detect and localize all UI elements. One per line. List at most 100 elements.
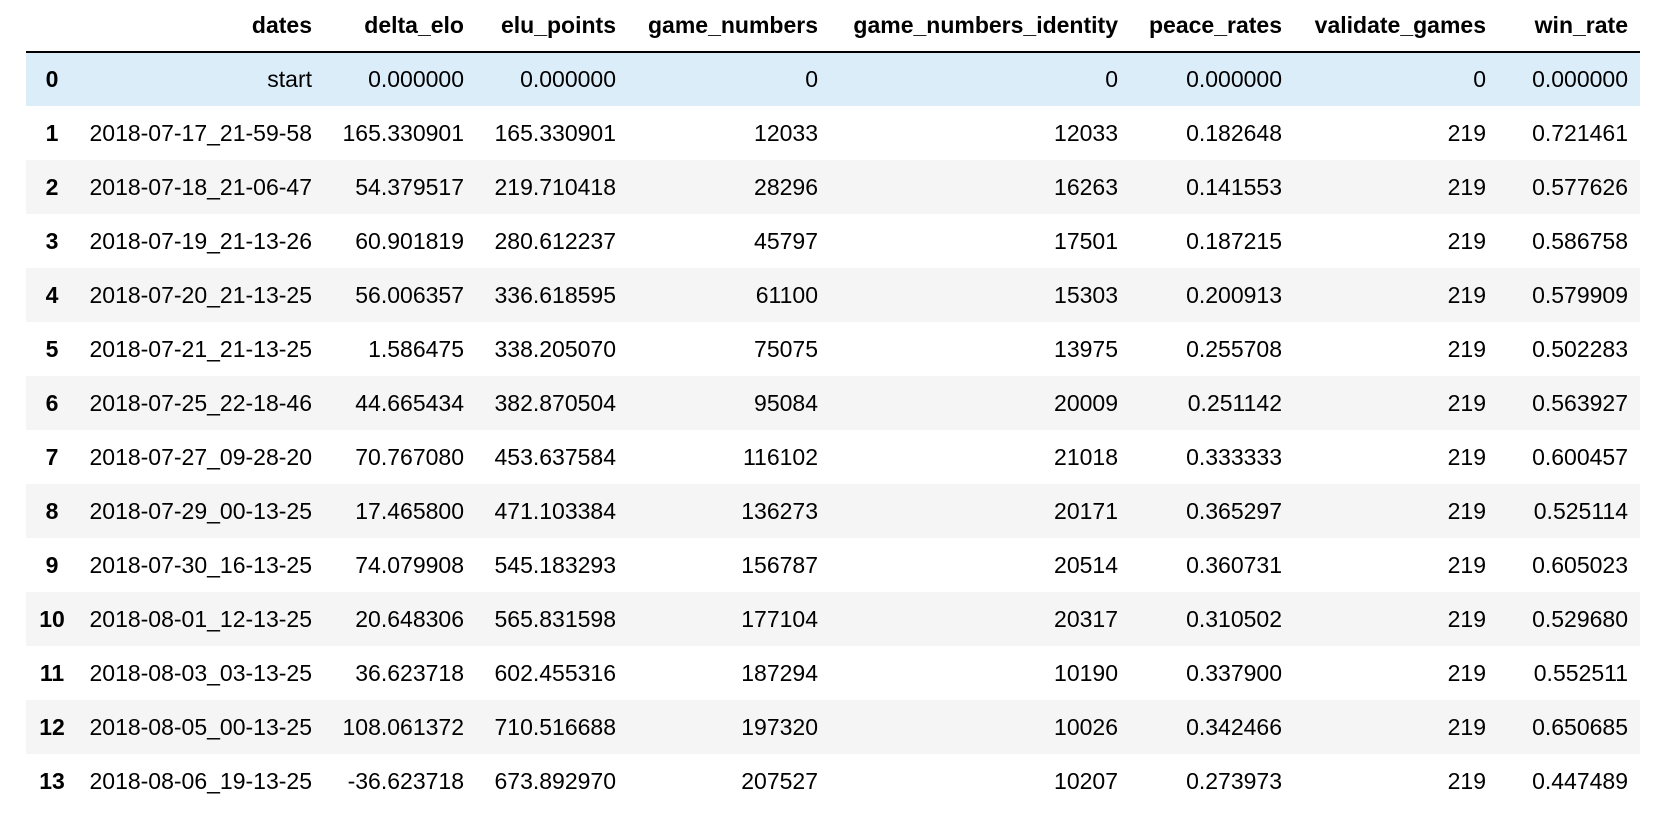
column-header-game-numbers-identity: game_numbers_identity bbox=[853, 12, 1118, 38]
cell-delta-elo: 36.623718 bbox=[355, 659, 464, 686]
row-index: 8 bbox=[45, 497, 59, 524]
cell-delta-elo: 1.586475 bbox=[368, 335, 464, 362]
table-row: 1 2018-07-17_21-59-58 165.330901 165.330901… bbox=[26, 106, 1640, 160]
cell-delta-elo: 108.061372 bbox=[342, 713, 464, 740]
table-row: 13 2018-08-06_19-13-25 -36.623718 673.89297… bbox=[26, 754, 1640, 808]
cell-elu-points: 382.870504 bbox=[494, 389, 616, 416]
cell-elu-points: 710.516688 bbox=[494, 713, 616, 740]
row-index: 11 bbox=[39, 659, 65, 686]
cell-delta-elo: -36.623718 bbox=[347, 767, 464, 794]
row-index: 0 bbox=[45, 66, 59, 92]
cell-delta-elo: 70.767080 bbox=[355, 443, 464, 470]
cell-dates: 2018-07-20_21-13-25 bbox=[89, 281, 312, 308]
cell-delta-elo: 74.079908 bbox=[355, 551, 464, 578]
header-row: dates delta_elo elu_points game_numbers … bbox=[26, 0, 1640, 52]
cell-peace-rates: 0.365297 bbox=[1186, 497, 1282, 524]
cell-win-rate: 0.650685 bbox=[1532, 713, 1628, 740]
cell-dates: 2018-08-05_00-13-25 bbox=[89, 713, 312, 740]
cell-game-numbers: 61100 bbox=[755, 281, 818, 308]
cell-game-numbers-identity: 20514 bbox=[1054, 551, 1118, 578]
cell-peace-rates: 0.200913 bbox=[1186, 281, 1282, 308]
cell-game-numbers-identity: 17501 bbox=[1054, 227, 1118, 254]
cell-dates: 2018-07-19_21-13-26 bbox=[89, 227, 312, 254]
cell-dates: 2018-08-03_03-13-25 bbox=[89, 659, 312, 686]
cell-win-rate: 0.586758 bbox=[1532, 227, 1628, 254]
cell-validate-games: 219 bbox=[1447, 605, 1486, 632]
cell-delta-elo: 44.665434 bbox=[355, 389, 464, 416]
cell-game-numbers: 45797 bbox=[754, 227, 818, 254]
cell-dates: 2018-07-18_21-06-47 bbox=[89, 173, 312, 200]
table-row: 0 start 0.000000 0.000000 0 0 0.000000 0 0.00000… bbox=[26, 52, 1640, 106]
table-row: 6 2018-07-25_22-18-46 44.665434 382.870504 9… bbox=[26, 376, 1640, 430]
cell-validate-games: 219 bbox=[1447, 173, 1486, 200]
row-index: 3 bbox=[45, 227, 59, 254]
cell-dates: 2018-08-01_12-13-25 bbox=[89, 605, 312, 632]
cell-game-numbers-identity: 12033 bbox=[1054, 119, 1118, 146]
cell-dates: 2018-07-21_21-13-25 bbox=[89, 335, 312, 362]
cell-game-numbers-identity: 10190 bbox=[1054, 659, 1118, 686]
cell-elu-points: 673.892970 bbox=[494, 767, 616, 794]
table-row: 10 2018-08-01_12-13-25 20.648306 565.831598… bbox=[26, 592, 1640, 646]
cell-game-numbers-identity: 20317 bbox=[1054, 605, 1118, 632]
cell-win-rate: 0.525114 bbox=[1533, 497, 1628, 524]
row-index: 10 bbox=[39, 605, 65, 632]
cell-peace-rates: 0.342466 bbox=[1186, 713, 1282, 740]
cell-dates: start bbox=[267, 66, 312, 92]
cell-win-rate: 0.529680 bbox=[1532, 605, 1628, 632]
row-index: 13 bbox=[39, 767, 65, 794]
cell-peace-rates: 0.187215 bbox=[1186, 227, 1282, 254]
cell-game-numbers-identity: 21018 bbox=[1054, 443, 1118, 470]
cell-validate-games: 219 bbox=[1447, 443, 1486, 470]
cell-elu-points: 453.637584 bbox=[494, 443, 616, 470]
cell-peace-rates: 0.360731 bbox=[1186, 551, 1282, 578]
cell-peace-rates: 0.141553 bbox=[1186, 173, 1282, 200]
row-index: 2 bbox=[45, 173, 59, 200]
table-header: dates delta_elo elu_points game_numbers … bbox=[26, 0, 1640, 52]
cell-game-numbers: 28296 bbox=[754, 173, 818, 200]
cell-dates: 2018-07-17_21-59-58 bbox=[89, 119, 312, 146]
cell-game-numbers-identity: 10026 bbox=[1054, 713, 1118, 740]
cell-win-rate: 0.577626 bbox=[1532, 173, 1628, 200]
cell-win-rate: 0.552511 bbox=[1533, 659, 1628, 686]
cell-elu-points: 165.330901 bbox=[494, 119, 616, 146]
cell-win-rate: 0.447489 bbox=[1532, 767, 1628, 794]
cell-validate-games: 219 bbox=[1447, 497, 1486, 524]
cell-win-rate: 0.000000 bbox=[1532, 66, 1628, 92]
table-row: 5 2018-07-21_21-13-25 1.586475 338.205070 75… bbox=[26, 322, 1640, 376]
dataframe-table: dates delta_elo elu_points game_numbers … bbox=[26, 0, 1640, 808]
row-index: 7 bbox=[45, 443, 59, 470]
row-index: 6 bbox=[45, 389, 59, 416]
cell-delta-elo: 20.648306 bbox=[355, 605, 464, 632]
row-index: 5 bbox=[45, 335, 59, 362]
cell-dates: 2018-08-06_19-13-25 bbox=[89, 767, 312, 794]
cell-peace-rates: 0.273973 bbox=[1186, 767, 1282, 794]
table-body: 0 start 0.000000 0.000000 0 0 0.000000 0 0.00000… bbox=[26, 52, 1640, 808]
cell-game-numbers: 75075 bbox=[754, 335, 818, 362]
row-index: 9 bbox=[45, 551, 59, 578]
cell-elu-points: 471.103384 bbox=[494, 497, 616, 524]
cell-delta-elo: 54.379517 bbox=[355, 173, 464, 200]
cell-game-numbers-identity: 0 bbox=[1105, 66, 1118, 92]
cell-peace-rates: 0.255708 bbox=[1186, 335, 1282, 362]
cell-game-numbers-identity: 15303 bbox=[1054, 281, 1118, 308]
cell-dates: 2018-07-29_00-13-25 bbox=[89, 497, 312, 524]
column-header-win-rate: win_rate bbox=[1534, 12, 1628, 38]
cell-delta-elo: 56.006357 bbox=[355, 281, 464, 308]
table-row: 4 2018-07-20_21-13-25 56.006357 336.618595 6… bbox=[26, 268, 1640, 322]
cell-game-numbers: 187294 bbox=[741, 659, 818, 686]
cell-validate-games: 219 bbox=[1447, 713, 1486, 740]
cell-validate-games: 219 bbox=[1447, 551, 1486, 578]
row-index: 12 bbox=[39, 713, 65, 740]
cell-peace-rates: 0.000000 bbox=[1186, 66, 1282, 92]
cell-game-numbers: 136273 bbox=[741, 497, 818, 524]
dataframe-output: dates delta_elo elu_points game_numbers … bbox=[26, 0, 1640, 808]
cell-delta-elo: 165.330901 bbox=[342, 119, 464, 146]
cell-win-rate: 0.502283 bbox=[1532, 335, 1628, 362]
cell-validate-games: 219 bbox=[1447, 119, 1486, 146]
row-index: 4 bbox=[45, 281, 59, 308]
cell-game-numbers: 12033 bbox=[754, 119, 818, 146]
cell-game-numbers-identity: 10207 bbox=[1054, 767, 1118, 794]
table-row: 11 2018-08-03_03-13-25 36.623718 602.455316… bbox=[26, 646, 1640, 700]
cell-peace-rates: 0.310502 bbox=[1186, 605, 1282, 632]
cell-peace-rates: 0.251142 bbox=[1187, 389, 1282, 416]
